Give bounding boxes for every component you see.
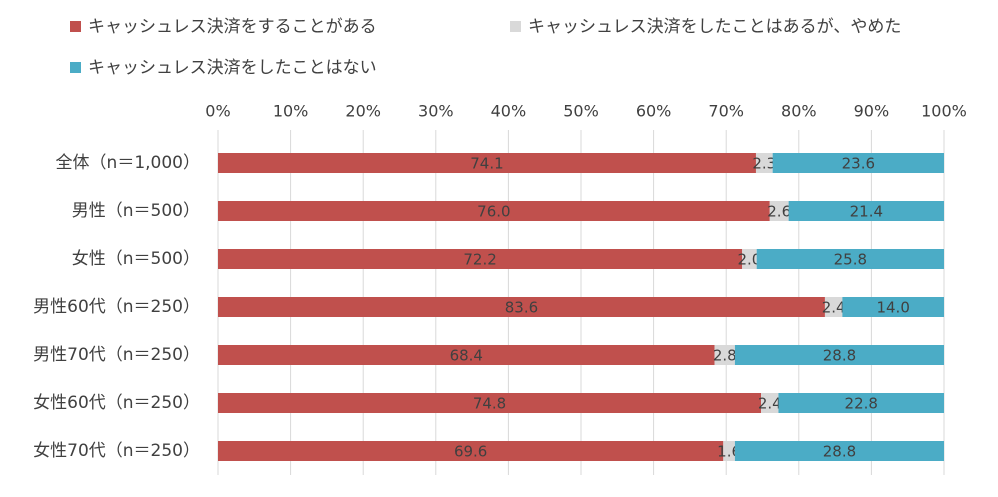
category-label: 男性70代（n＝250）	[33, 345, 200, 365]
bar-segment	[772, 153, 944, 173]
data-label: 83.6	[505, 299, 538, 317]
data-label: 69.6	[454, 443, 487, 461]
data-label: 2.4	[758, 395, 782, 413]
category-label: 全体（n＝1,000）	[56, 153, 200, 173]
data-label: 68.4	[450, 347, 483, 365]
bar-segment	[218, 153, 756, 173]
data-label: 74.1	[470, 155, 503, 173]
x-tick-label: 90%	[854, 102, 890, 121]
legend-swatch	[510, 21, 521, 32]
data-label: 76.0	[477, 203, 510, 221]
bar-segment	[734, 345, 944, 365]
bar-segment	[788, 201, 944, 221]
bar-segment	[723, 441, 735, 461]
bar-segment	[218, 297, 825, 317]
data-label: 28.8	[823, 347, 856, 365]
data-label: 21.4	[850, 203, 883, 221]
bar-segment	[218, 201, 770, 221]
bar-segment	[842, 297, 944, 317]
data-label: 2.3	[752, 155, 776, 173]
data-label: 72.2	[463, 251, 496, 269]
x-tick-label: 30%	[418, 102, 454, 121]
x-tick-label: 80%	[781, 102, 817, 121]
bar-segment	[778, 393, 944, 413]
data-label: 2.6	[767, 203, 791, 221]
category-label: 女性60代（n＝250）	[33, 393, 200, 413]
data-label: 2.4	[822, 299, 846, 317]
bar-segment	[714, 345, 735, 365]
data-label: 2.8	[713, 347, 737, 365]
bar-segment	[218, 249, 743, 269]
bar-segment	[218, 393, 762, 413]
x-tick-label: 100%	[921, 102, 967, 121]
legend-label: キャッシュレス決済をすることがある	[88, 17, 377, 37]
data-label: 25.8	[834, 251, 867, 269]
x-tick-label: 10%	[273, 102, 309, 121]
bar-segment	[218, 441, 724, 461]
legend-label: キャッシュレス決済をしたことはない	[88, 58, 377, 78]
bar-segment	[755, 153, 773, 173]
bar-segment	[734, 441, 944, 461]
x-tick-label: 50%	[563, 102, 599, 121]
bar-segment	[769, 201, 789, 221]
legend-swatch	[70, 62, 81, 73]
bar-segment	[218, 345, 715, 365]
bar-segment	[824, 297, 843, 317]
x-tick-label: 20%	[345, 102, 381, 121]
bar-segment	[756, 249, 944, 269]
data-label: 23.6	[842, 155, 875, 173]
bar-segment	[742, 249, 757, 269]
data-label: 22.8	[845, 395, 878, 413]
legend-swatch	[70, 21, 81, 32]
category-label: 男性（n＝500）	[72, 201, 200, 221]
bar-segment	[761, 393, 779, 413]
data-label: 14.0	[876, 299, 909, 317]
category-label: 女性70代（n＝250）	[33, 441, 200, 461]
x-tick-label: 60%	[636, 102, 672, 121]
data-label: 2.0	[738, 251, 762, 269]
x-tick-label: 40%	[491, 102, 527, 121]
x-tick-label: 70%	[708, 102, 744, 121]
legend-label: キャッシュレス決済をしたことはあるが、やめた	[528, 17, 901, 37]
data-label: 74.8	[473, 395, 506, 413]
category-label: 男性60代（n＝250）	[33, 297, 200, 317]
category-label: 女性（n＝500）	[72, 249, 200, 269]
data-label: 28.8	[823, 443, 856, 461]
x-tick-label: 0%	[205, 102, 230, 121]
